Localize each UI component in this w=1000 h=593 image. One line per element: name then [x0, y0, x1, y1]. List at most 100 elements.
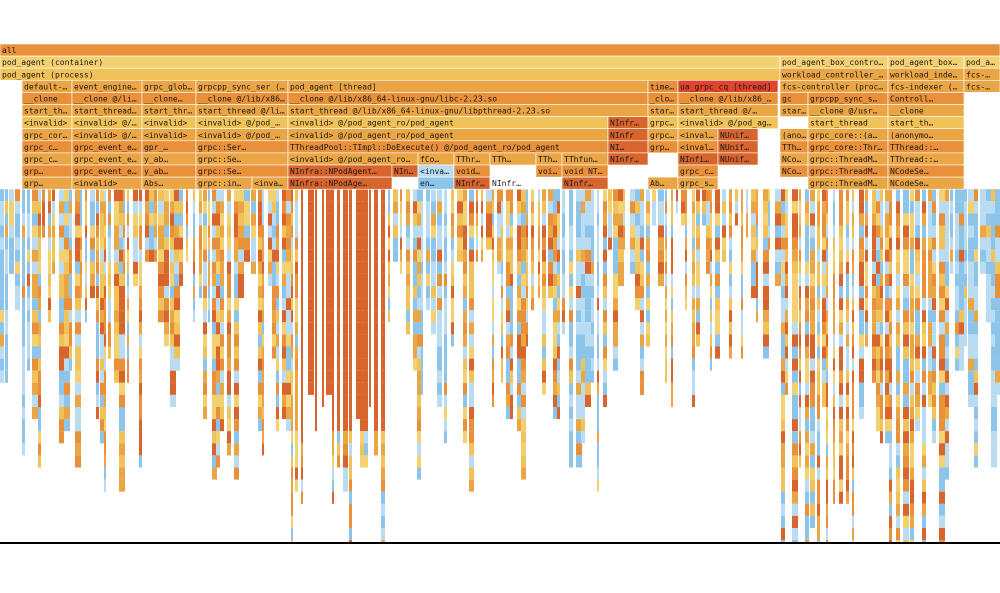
flame-frame[interactable]: __clone: [21, 92, 73, 105]
flame-frame[interactable]: time…: [647, 79, 679, 93]
flame-frame-rect[interactable]: [887, 176, 965, 190]
flame-frame-rect[interactable]: [807, 164, 889, 178]
flame-frame[interactable]: grpcpp_sync_s…: [807, 92, 889, 105]
flame-frame-rect[interactable]: [607, 152, 649, 166]
flame-frame-rect[interactable]: [195, 92, 289, 105]
flame-frame-rect[interactable]: [195, 128, 289, 142]
flame-frame-rect[interactable]: [887, 164, 965, 178]
flame-frame-rect[interactable]: [677, 176, 719, 190]
flame-frame-rect[interactable]: [195, 104, 289, 117]
flame-frame[interactable]: grpcpp_sync_ser (…: [195, 79, 289, 93]
flame-frame[interactable]: start_thread: [807, 116, 889, 129]
flame-frame-rect[interactable]: [647, 79, 679, 93]
flame-frame-rect[interactable]: [647, 140, 679, 154]
flame-frame[interactable]: grpc::ThreadM…: [807, 152, 889, 166]
flame-frame-rect[interactable]: [807, 176, 889, 190]
flame-frame[interactable]: NInfr…: [607, 116, 649, 129]
flame-frame-rect[interactable]: [287, 92, 649, 105]
flame-frame[interactable]: event_engine…: [71, 79, 143, 93]
flame-frame[interactable]: pod_agent_box_contro…: [779, 55, 889, 69]
flame-frame-rect[interactable]: [561, 176, 609, 190]
flame-frame[interactable]: NIn…: [391, 164, 419, 178]
flame-frame-rect[interactable]: [677, 79, 779, 93]
flame-frame-rect[interactable]: [287, 176, 393, 190]
flame-frame-rect[interactable]: [0, 67, 781, 81]
flame-frame[interactable]: Abs…: [141, 176, 197, 190]
flame-frame-rect[interactable]: [647, 116, 679, 129]
flame-frame[interactable]: y_ab…: [141, 164, 197, 178]
flame-frame[interactable]: NUnif…: [717, 152, 759, 166]
flame-frame[interactable]: NInfi…: [677, 152, 719, 166]
flame-frame[interactable]: grpc…: [647, 128, 679, 142]
flame-frame[interactable]: TThread::…: [887, 140, 965, 154]
flame-frame[interactable]: grpc::ThreadM…: [807, 164, 889, 178]
flame-frame-rect[interactable]: [287, 152, 419, 166]
flame-frame-rect[interactable]: [717, 128, 759, 142]
flame-frame-rect[interactable]: [779, 67, 889, 81]
flame-frame-rect[interactable]: [607, 140, 649, 154]
flame-frame[interactable]: <invalid>: [71, 176, 143, 190]
flame-frame[interactable]: <invalid>: [21, 116, 73, 129]
flame-frame-rect[interactable]: [141, 79, 197, 93]
flame-frame[interactable]: grpc_glob…: [141, 79, 197, 93]
flame-frame[interactable]: NUnif…: [717, 140, 759, 154]
flame-frame[interactable]: grpc_c…: [21, 152, 73, 166]
flame-frame-rect[interactable]: [287, 79, 649, 93]
flame-frame-rect[interactable]: [391, 164, 419, 178]
flame-frame[interactable]: <invalid> @/pod_…: [195, 116, 289, 129]
flame-frame[interactable]: NInfr…: [489, 176, 537, 190]
flame-frame-rect[interactable]: [71, 116, 143, 129]
flame-frame-rect[interactable]: [887, 67, 965, 81]
flame-frame[interactable]: __clone @/lib/x86_64-linux-gnu/libc-2.23…: [287, 92, 649, 105]
flame-frame-rect[interactable]: [647, 176, 679, 190]
flame-frame-rect[interactable]: [141, 140, 197, 154]
flame-frame-rect[interactable]: [887, 55, 965, 69]
flame-frame[interactable]: pod_agent (process): [0, 67, 781, 81]
flame-frame[interactable]: NInfr…: [561, 176, 609, 190]
flame-frame-rect[interactable]: [251, 176, 289, 190]
flame-frame-rect[interactable]: [287, 128, 609, 142]
flame-frame-rect[interactable]: [453, 176, 491, 190]
flame-frame[interactable]: TThr…: [453, 152, 491, 166]
flame-frame-rect[interactable]: [779, 79, 889, 93]
flame-frame-rect[interactable]: [779, 140, 809, 154]
flame-frame-rect[interactable]: [677, 92, 779, 105]
flame-frame[interactable]: start_thr…: [141, 104, 197, 117]
flame-frame-rect[interactable]: [21, 140, 73, 154]
flame-frame-rect[interactable]: [489, 176, 537, 190]
flame-frame-rect[interactable]: [21, 128, 73, 142]
flame-frame-rect[interactable]: [887, 140, 965, 154]
flame-frame[interactable]: grp…: [21, 164, 73, 178]
flame-frame-rect[interactable]: [807, 152, 889, 166]
flame-frame[interactable]: gpr_…: [141, 140, 197, 154]
flame-frame[interactable]: __clone @/lib/x86…: [195, 92, 289, 105]
flame-frame-rect[interactable]: [21, 92, 73, 105]
flame-frame[interactable]: <invalid> @/…: [71, 116, 143, 129]
flame-frame-rect[interactable]: [535, 152, 563, 166]
flame-frame[interactable]: en…: [417, 176, 455, 190]
flame-frame[interactable]: grp…: [647, 140, 679, 154]
flame-frame[interactable]: NInfr…: [453, 176, 491, 190]
flame-frame-rect[interactable]: [779, 55, 889, 69]
flame-frame[interactable]: NCo…: [779, 164, 809, 178]
flame-frame-rect[interactable]: [779, 128, 809, 142]
flame-frame[interactable]: void…: [453, 164, 491, 178]
flame-frame[interactable]: grpc_c…: [21, 140, 73, 154]
flame-frame-rect[interactable]: [417, 176, 455, 190]
flame-frame[interactable]: grpc_event_e…: [71, 152, 143, 166]
flame-frame[interactable]: <invalid> @/pod_agent_ro/pod_agent: [287, 128, 609, 142]
flame-frame[interactable]: grp…: [21, 176, 73, 190]
flame-frame[interactable]: NInfra::NPodAge…: [287, 176, 393, 190]
flame-frame-rect[interactable]: [417, 164, 455, 178]
flame-frame-rect[interactable]: [287, 164, 393, 178]
flame-frame-rect[interactable]: [677, 140, 719, 154]
flame-frame-rect[interactable]: [0, 44, 1000, 57]
flame-frame-rect[interactable]: [71, 176, 143, 190]
flame-frame-rect[interactable]: [21, 164, 73, 178]
flame-frame[interactable]: TThreadPool::TImpl::DoExecute() @/pod_ag…: [287, 140, 609, 154]
flame-frame-rect[interactable]: [71, 92, 143, 105]
flame-frame[interactable]: workload_controller_…: [779, 67, 889, 81]
flame-frame[interactable]: pod_agent_box…: [887, 55, 965, 69]
flame-frame-rect[interactable]: [561, 152, 609, 166]
flame-frame-rect[interactable]: [195, 176, 253, 190]
